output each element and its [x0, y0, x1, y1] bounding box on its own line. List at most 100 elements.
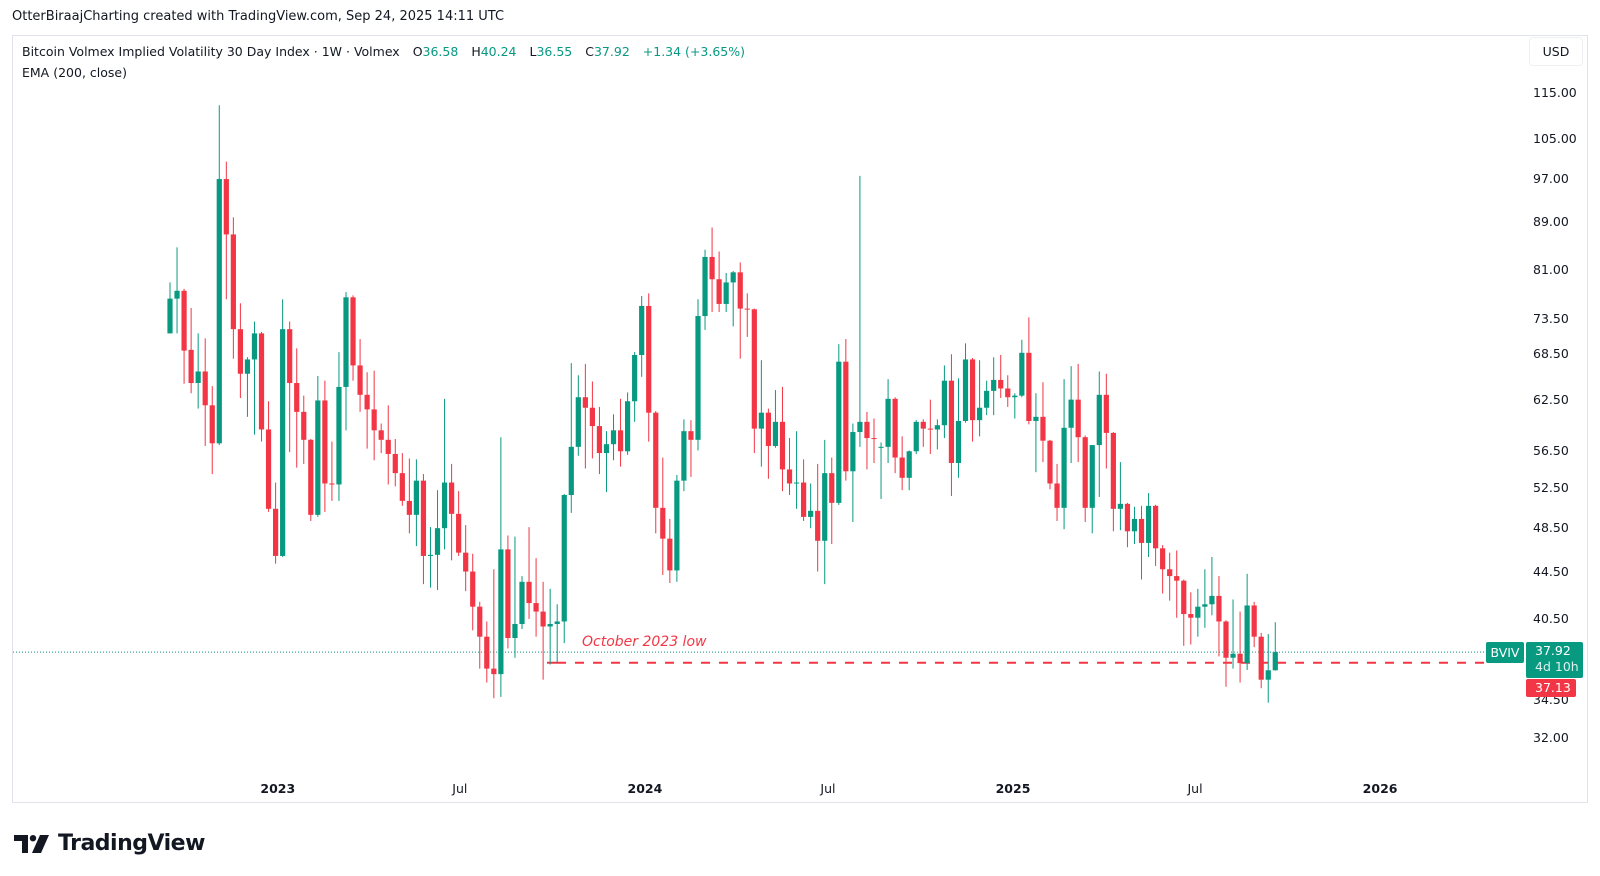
candle-up [1089, 445, 1095, 534]
candle-body [237, 329, 243, 374]
candle-body [1054, 483, 1060, 508]
candle-body [688, 431, 694, 440]
candle-up [632, 352, 638, 422]
tradingview-logo[interactable]: TradingView [14, 831, 205, 856]
candle-body [540, 611, 546, 627]
candle-down [815, 463, 821, 572]
candle-down [1040, 382, 1046, 463]
candle-up [1195, 588, 1201, 637]
candle-body [744, 308, 750, 310]
candle-body [1216, 595, 1222, 622]
candle-down [1026, 317, 1032, 425]
candle-body [1195, 606, 1201, 618]
candle-down [1237, 611, 1243, 683]
candle-body [730, 272, 736, 283]
candle-up [1117, 462, 1123, 531]
candle-down [892, 397, 898, 474]
candle-body [244, 359, 251, 374]
tradingview-logo-icon [14, 834, 49, 853]
candle-body [477, 606, 483, 637]
candle-down [406, 458, 412, 534]
candle-body [498, 549, 504, 675]
candle-body [167, 298, 173, 334]
legend-symbol-row[interactable]: Bitcoin Volmex Implied Volatility 30 Day… [22, 41, 745, 62]
candle-up [1265, 634, 1271, 703]
candle-down [716, 251, 722, 312]
candle-down [209, 386, 215, 475]
candle-body [984, 390, 990, 408]
candle-body [287, 329, 293, 384]
candle-up [1202, 569, 1208, 628]
candle-down [871, 418, 877, 464]
candle-down [484, 621, 490, 683]
candle-down [786, 438, 793, 496]
chart-frame [12, 35, 1588, 803]
price-tick-label: 62.50 [1533, 392, 1569, 408]
candle-down [287, 321, 293, 453]
candle-down [948, 354, 955, 496]
candle-body [441, 482, 448, 529]
candle-up [167, 282, 173, 334]
candle-body [850, 432, 856, 472]
price-tick-label: 56.50 [1533, 443, 1569, 459]
candle-up [1230, 599, 1236, 669]
candle-body [625, 401, 631, 452]
candle-body [709, 256, 715, 280]
candle-up [857, 175, 863, 447]
candle-up [913, 420, 919, 454]
currency-button[interactable]: USD [1529, 37, 1583, 66]
candle-body [575, 397, 581, 447]
candle-body [1096, 394, 1102, 446]
candle-down [385, 405, 391, 485]
candle-body [1153, 505, 1159, 549]
candle-body [1068, 399, 1074, 428]
candle-up [603, 431, 610, 493]
candle-body [533, 603, 539, 612]
legend-indicator-ema[interactable]: EMA (200, close) [22, 65, 127, 80]
candle-up [962, 343, 969, 423]
legend-high-value: 40.24 [480, 44, 517, 59]
candle-up [941, 365, 947, 439]
candle-body [519, 581, 525, 624]
candle-down [399, 453, 405, 506]
candle-down [237, 303, 243, 399]
candle-body [603, 444, 610, 454]
candle-body [174, 290, 180, 299]
candle-up [512, 536, 518, 658]
price-tick-label: 32.00 [1533, 729, 1569, 745]
candle-down [456, 491, 462, 556]
candle-up [758, 360, 764, 467]
candle-down [1188, 592, 1194, 645]
candle-down [322, 380, 328, 512]
candle-body [265, 429, 272, 509]
candle-body [385, 439, 391, 454]
candle-up [702, 249, 708, 330]
candle-down [709, 227, 715, 312]
candle-body [751, 309, 757, 429]
candle-up [836, 344, 842, 505]
candle-body [1124, 503, 1131, 532]
candle-up [772, 390, 779, 448]
candle-body [1230, 653, 1236, 658]
candle-body [463, 552, 469, 572]
candle-down [477, 601, 483, 669]
candle-up [1033, 393, 1039, 473]
candle-down [230, 217, 236, 359]
candle-down [998, 355, 1004, 399]
candle-body [216, 179, 222, 444]
candle-body [1138, 518, 1145, 543]
candle-down [181, 288, 187, 384]
candle-up [1019, 339, 1025, 398]
candle-body [716, 279, 722, 304]
candle-up [575, 375, 581, 456]
candle-down [301, 395, 307, 464]
candle-body [786, 469, 793, 484]
candle-body [195, 371, 201, 384]
candle-up [568, 363, 574, 513]
candle-body [1202, 604, 1208, 607]
candle-up [280, 299, 286, 558]
candle-down [364, 372, 370, 449]
candle-body [1103, 394, 1109, 433]
candle-down [540, 581, 546, 680]
